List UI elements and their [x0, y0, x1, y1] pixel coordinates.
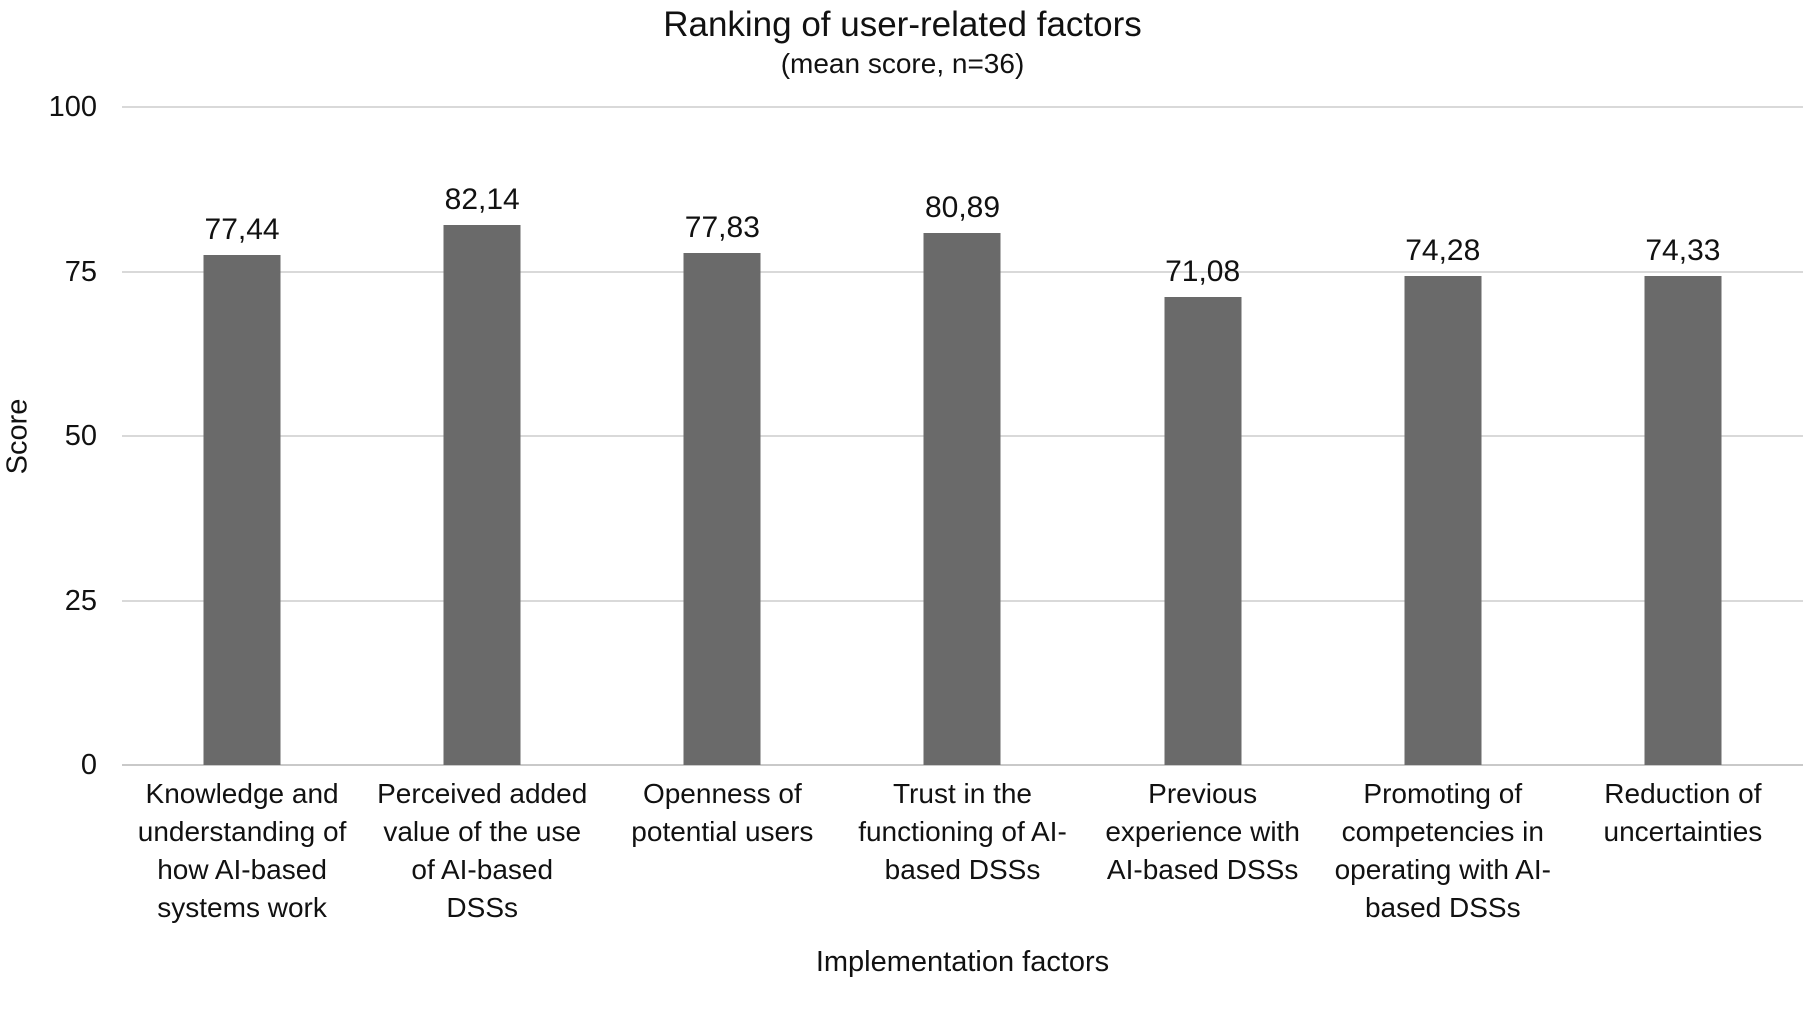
x-tick-label-3: Openness of potential users — [631, 778, 814, 847]
bar-7 — [1644, 275, 1722, 765]
bar-2 — [443, 224, 521, 765]
x-tick-label-5: Previous experience with AI-based DSSs — [1105, 778, 1300, 885]
chart-subtitle: (mean score, n=36) — [780, 48, 1025, 79]
chart-title: Ranking of user-related factors — [663, 5, 1142, 44]
bar-value-label-1: 77,44 — [204, 213, 280, 247]
bar-column-2: 82,14 — [362, 107, 602, 765]
x-tick-label-2: Perceived added value of the use of AI-b… — [377, 778, 588, 923]
x-tick-label-1: Knowledge and understanding of how AI-ba… — [137, 778, 347, 923]
bar-value-label-3: 77,83 — [684, 210, 760, 244]
y-tick-label-100: 100 — [48, 91, 97, 123]
bar-4 — [923, 232, 1001, 765]
bar-columns: 77,44 82,14 77,83 80,89 71,08 74,28 74,33 — [122, 107, 1803, 765]
x-tick-label-6: Promoting of competencies in operating w… — [1334, 778, 1551, 923]
bar-value-label-4: 80,89 — [924, 190, 1001, 224]
bar-3 — [683, 252, 761, 765]
x-axis-ticks: Knowledge and understanding of how AI-ba… — [122, 775, 1803, 927]
bar-value-label-7: 74,33 — [1645, 233, 1721, 267]
y-axis-ticks: 100 75 50 25 0 — [0, 91, 97, 781]
bar-column-1: 77,44 — [122, 107, 362, 765]
bar-1 — [203, 255, 281, 765]
y-tick-label-0: 0 — [80, 749, 97, 781]
gridline-y100 — [122, 106, 1803, 108]
y-tick-label-25: 25 — [64, 584, 97, 617]
bar-column-7: 74,33 — [1563, 107, 1803, 765]
x-tick-label-4: Trust in the functioning of AI- based DS… — [858, 778, 1067, 885]
y-tick-label-75: 75 — [64, 255, 97, 288]
bar-6 — [1404, 276, 1482, 765]
gridline-y0 — [122, 764, 1803, 766]
bar-column-4: 80,89 — [842, 107, 1082, 765]
x-tick-label-7: Reduction of uncertainties — [1603, 778, 1763, 847]
bar-column-5: 71,08 — [1083, 107, 1323, 765]
bar-5 — [1164, 297, 1242, 765]
bar-column-3: 77,83 — [602, 107, 842, 765]
bar-value-label-2: 82,14 — [444, 182, 520, 216]
y-tick-label-50: 50 — [64, 420, 97, 452]
bar-value-label-6: 74,28 — [1405, 234, 1481, 268]
bar-column-6: 74,28 — [1323, 107, 1563, 765]
x-axis-title: Implementation factors — [815, 946, 1110, 978]
plot-area: 77,44 82,14 77,83 80,89 71,08 74,28 74,33 — [122, 106, 1803, 766]
bar-value-label-5: 71,08 — [1165, 255, 1241, 289]
